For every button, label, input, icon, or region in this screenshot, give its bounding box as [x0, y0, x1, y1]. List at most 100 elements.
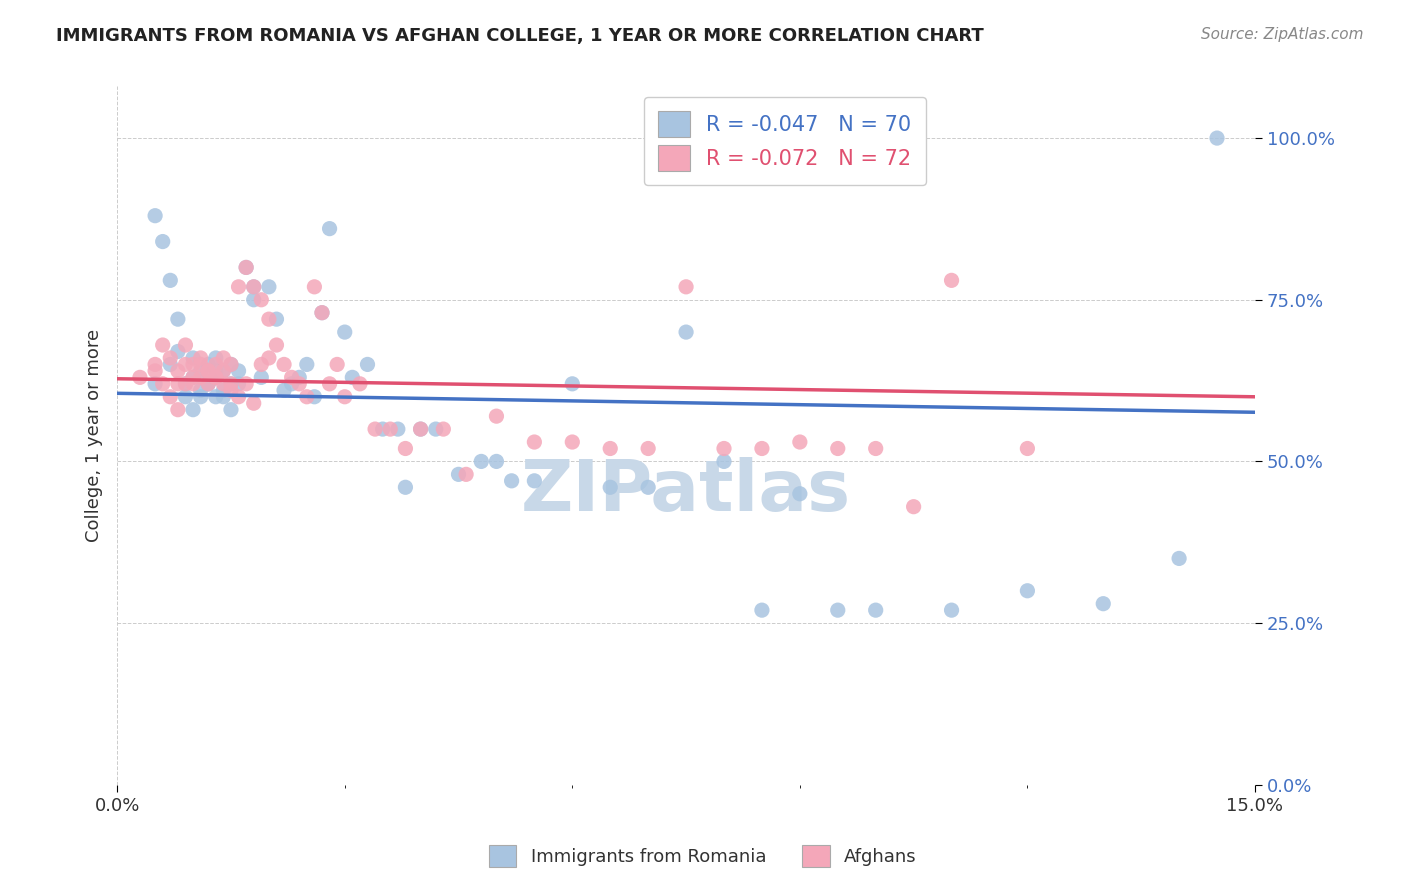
Point — [425, 422, 447, 436]
Point — [219, 402, 242, 417]
Point — [152, 338, 174, 352]
Point — [129, 370, 152, 384]
Text: IMMIGRANTS FROM ROMANIA VS AFGHAN COLLEGE, 1 YEAR OR MORE CORRELATION CHART: IMMIGRANTS FROM ROMANIA VS AFGHAN COLLEG… — [56, 27, 984, 45]
Point — [304, 390, 326, 404]
Point — [356, 358, 378, 372]
Point — [1206, 131, 1229, 145]
Point — [181, 351, 204, 365]
Point — [311, 306, 333, 320]
Point — [599, 442, 621, 456]
Point — [152, 235, 174, 249]
Point — [713, 442, 735, 456]
Point — [599, 480, 621, 494]
Point — [181, 376, 204, 391]
Point — [637, 480, 659, 494]
Point — [485, 454, 508, 468]
Point — [174, 376, 197, 391]
Point — [394, 442, 416, 456]
Point — [789, 435, 811, 450]
Point — [212, 364, 235, 378]
Point — [235, 260, 257, 275]
Point — [204, 390, 226, 404]
Point — [941, 603, 963, 617]
Point — [266, 338, 288, 352]
Point — [181, 358, 204, 372]
Point — [523, 474, 546, 488]
Point — [288, 376, 311, 391]
Point — [456, 467, 478, 482]
Text: ZIPatlas: ZIPatlas — [522, 457, 851, 526]
Point — [675, 325, 697, 339]
Point — [204, 370, 226, 384]
Point — [219, 358, 242, 372]
Point — [204, 358, 226, 372]
Point — [250, 370, 273, 384]
Point — [212, 390, 235, 404]
Point — [1017, 583, 1039, 598]
Point — [204, 351, 226, 365]
Point — [318, 376, 340, 391]
Point — [1092, 597, 1115, 611]
Point — [242, 396, 264, 410]
Point — [561, 376, 583, 391]
Point — [174, 376, 197, 391]
Point — [387, 422, 409, 436]
Point — [242, 293, 264, 307]
Point — [751, 442, 773, 456]
Point — [789, 487, 811, 501]
Point — [219, 376, 242, 391]
Point — [903, 500, 925, 514]
Point — [273, 384, 295, 398]
Point — [827, 442, 849, 456]
Point — [174, 390, 197, 404]
Point — [485, 409, 508, 424]
Point — [349, 376, 371, 391]
Point — [181, 402, 204, 417]
Point — [273, 358, 295, 372]
Point — [266, 312, 288, 326]
Point — [304, 280, 326, 294]
Point — [280, 370, 302, 384]
Point — [364, 422, 387, 436]
Point — [190, 358, 212, 372]
Point — [212, 384, 235, 398]
Point — [219, 376, 242, 391]
Point — [219, 384, 242, 398]
Point — [197, 376, 219, 391]
Point — [250, 293, 273, 307]
Point — [326, 358, 349, 372]
Point — [242, 280, 264, 294]
Point — [257, 312, 280, 326]
Point — [409, 422, 432, 436]
Point — [637, 442, 659, 456]
Point — [197, 376, 219, 391]
Point — [212, 376, 235, 391]
Point — [143, 376, 166, 391]
Point — [257, 280, 280, 294]
Point — [174, 338, 197, 352]
Point — [865, 442, 887, 456]
Point — [190, 351, 212, 365]
Point — [228, 280, 250, 294]
Point — [235, 260, 257, 275]
Point — [751, 603, 773, 617]
Point — [204, 370, 226, 384]
Point — [190, 370, 212, 384]
Legend: Immigrants from Romania, Afghans: Immigrants from Romania, Afghans — [482, 838, 924, 874]
Point — [333, 325, 356, 339]
Point — [204, 364, 226, 378]
Point — [190, 364, 212, 378]
Point — [197, 376, 219, 391]
Point — [190, 390, 212, 404]
Point — [190, 384, 212, 398]
Point — [167, 364, 190, 378]
Point — [561, 435, 583, 450]
Point — [228, 376, 250, 391]
Point — [447, 467, 470, 482]
Point — [295, 390, 318, 404]
Point — [295, 358, 318, 372]
Point — [409, 422, 432, 436]
Point — [204, 370, 226, 384]
Point — [228, 390, 250, 404]
Point — [250, 358, 273, 372]
